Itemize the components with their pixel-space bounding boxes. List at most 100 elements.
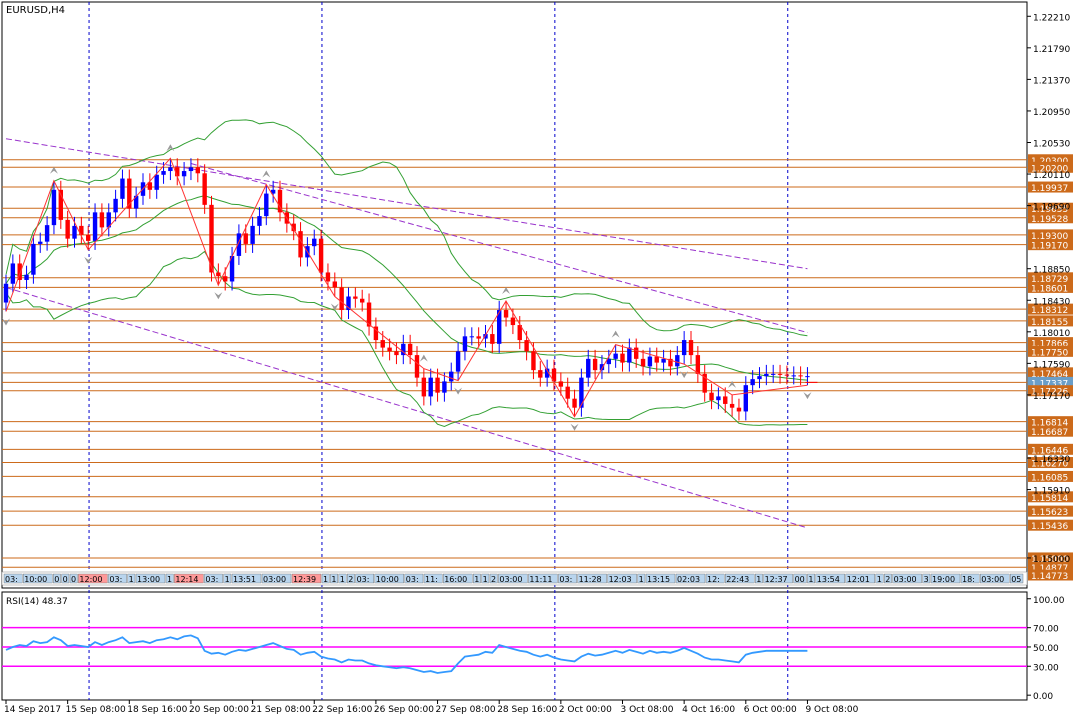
- time-bar-cell: [498, 573, 528, 584]
- bear-candle: [620, 353, 625, 363]
- bull-candle: [497, 310, 502, 344]
- bear-candle: [332, 281, 337, 288]
- time-bar-label: 13:00: [137, 575, 160, 584]
- bull-candle: [428, 377, 433, 397]
- bear-candle: [243, 233, 248, 244]
- time-bar-cell: [922, 573, 931, 584]
- time-bar-label: 0: [54, 575, 59, 584]
- bollinger-upper-band: [5, 119, 808, 337]
- time-bar-label: 11:: [425, 575, 438, 584]
- bear-candle: [729, 403, 735, 408]
- bull-candle: [154, 174, 159, 190]
- x-axis-tick-label: 6 Oct 00:00: [744, 705, 797, 715]
- x-axis-tick-label: 9 Oct 08:00: [805, 705, 858, 715]
- bull-candle: [757, 376, 762, 380]
- time-bar-cell: [884, 573, 892, 584]
- time-bar-label: 2: [885, 575, 890, 584]
- price-level-value: 1.18155: [1031, 318, 1068, 328]
- y-axis-tick-label: 1.18430: [1033, 297, 1070, 307]
- price-level-tag: [1028, 569, 1073, 581]
- time-bar-cell: [725, 573, 755, 584]
- bollinger-lower-band: [5, 250, 808, 428]
- time-bar-cell: [892, 573, 922, 584]
- time-bar-cell: [61, 573, 70, 584]
- fractal-down-arrow: [803, 392, 812, 400]
- time-bar-label: 03:: [357, 575, 370, 584]
- price-level-value: 1.18601: [1031, 284, 1068, 294]
- fractal-up-arrow: [502, 287, 511, 295]
- time-bar-cell: [231, 573, 262, 584]
- time-bar-cell: [607, 573, 637, 584]
- bear-candle: [99, 212, 105, 228]
- time-bar-cell: [528, 573, 558, 584]
- time-bar-cell: [705, 573, 725, 584]
- bull-candle: [161, 171, 166, 175]
- time-bar-cell: [755, 573, 763, 584]
- bull-candle: [168, 167, 173, 172]
- fractal-up-arrow: [49, 166, 58, 174]
- time-bar-label: 12:39: [293, 575, 316, 584]
- time-bar-cell: [443, 573, 473, 584]
- time-bar-label: 13:51: [233, 575, 256, 584]
- y-axis-tick-label: 1.19690: [1033, 203, 1070, 213]
- price-level-value: 1.15814: [1031, 494, 1068, 504]
- time-bar-label: 18:: [962, 575, 975, 584]
- price-level-tag: [1028, 552, 1073, 564]
- time-bar-cell: [338, 573, 347, 584]
- rsi-panel-frame: [1, 591, 1028, 701]
- bull-candle: [681, 340, 687, 356]
- x-axis-tick-label: 14 Sep 2017: [4, 705, 61, 715]
- price-level-tag: [1028, 281, 1073, 293]
- price-level-tag: [1028, 491, 1073, 503]
- time-bar-cell: [473, 573, 481, 584]
- bear-candle: [688, 340, 694, 356]
- bear-candle: [668, 358, 673, 367]
- trend-channel-line-0: [5, 138, 808, 270]
- bear-candle: [373, 326, 379, 341]
- time-bar-label: 12:: [707, 575, 720, 584]
- time-bar-label: 10:00: [376, 575, 399, 584]
- time-bar-cell: [815, 573, 845, 584]
- bear-candle: [777, 373, 783, 375]
- time-bar-cell: [637, 573, 646, 584]
- bear-candle: [798, 375, 803, 377]
- bear-candle: [277, 189, 283, 213]
- price-level-tag: [1028, 416, 1073, 428]
- price-level-value: 1.16085: [1031, 473, 1068, 483]
- bull-candle: [716, 396, 721, 401]
- bull-candle: [113, 198, 118, 213]
- bear-candle: [524, 340, 529, 352]
- bear-candle: [654, 356, 659, 363]
- bull-candle: [312, 238, 317, 247]
- price-level-tag: [1028, 239, 1073, 251]
- time-bar-cell: [347, 573, 355, 584]
- fractal-down-arrow: [454, 387, 463, 395]
- price-level-value: 1.19528: [1031, 215, 1068, 225]
- fractal-up-arrow: [611, 330, 620, 338]
- y-axis-tick-label: 1.18850: [1033, 266, 1070, 276]
- price-level-value: 1.20300: [1031, 157, 1068, 167]
- bear-candle: [86, 234, 91, 241]
- time-bar-label: 02:03: [677, 575, 700, 584]
- time-bar-label: 0: [63, 575, 68, 584]
- bear-candle: [476, 336, 481, 339]
- bear-candle: [366, 302, 372, 327]
- time-bar-label: 03:: [109, 575, 122, 584]
- time-bar-cell: [127, 573, 136, 584]
- price-level-value: 1.18312: [1031, 306, 1068, 316]
- time-bar-label: 1: [323, 575, 328, 584]
- rsi-axis-tick-label: 50.00: [1033, 644, 1059, 654]
- time-bar-label: 1: [639, 575, 644, 584]
- x-axis-tick-label: 27 Sep 08:00: [436, 705, 496, 715]
- time-bar-label: 1: [225, 575, 230, 584]
- time-bar-label: 12:14: [175, 575, 198, 584]
- price-level-value: 1.19655: [1031, 205, 1068, 215]
- bear-candle: [380, 340, 385, 348]
- time-bar-cell: [489, 573, 498, 584]
- time-bar-label: 03:00: [499, 575, 522, 584]
- bull-candle: [10, 263, 16, 284]
- time-bar-label: 05: [1011, 575, 1021, 584]
- rsi-axis-tick-label: 30.00: [1033, 663, 1059, 673]
